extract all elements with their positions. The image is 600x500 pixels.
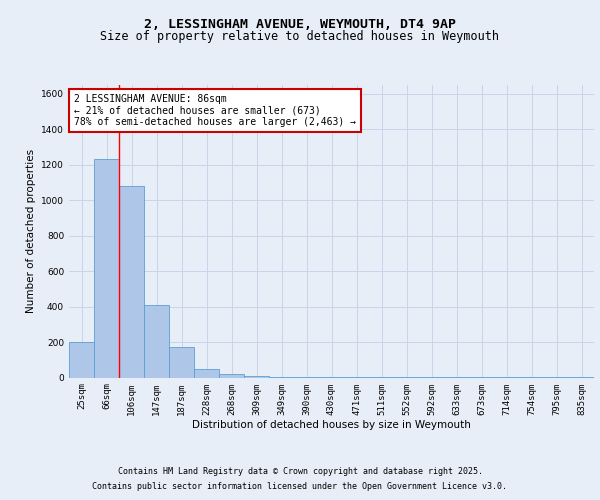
Bar: [94, 160, 119, 378]
Bar: [319, 377, 344, 378]
Text: 2, LESSINGHAM AVENUE, WEYMOUTH, DT4 9AP: 2, LESSINGHAM AVENUE, WEYMOUTH, DT4 9AP: [144, 18, 456, 30]
Text: Contains HM Land Registry data © Crown copyright and database right 2025.: Contains HM Land Registry data © Crown c…: [118, 467, 482, 476]
Text: Size of property relative to detached houses in Weymouth: Size of property relative to detached ho…: [101, 30, 499, 43]
Bar: [119, 186, 144, 378]
Text: Contains public sector information licensed under the Open Government Licence v3: Contains public sector information licen…: [92, 482, 508, 491]
Bar: [169, 348, 194, 378]
Bar: [219, 374, 244, 378]
Bar: [69, 342, 94, 378]
Text: 2 LESSINGHAM AVENUE: 86sqm
← 21% of detached houses are smaller (673)
78% of sem: 2 LESSINGHAM AVENUE: 86sqm ← 21% of deta…: [74, 94, 356, 127]
Bar: [294, 377, 319, 378]
Bar: [144, 305, 169, 378]
Bar: [194, 368, 219, 378]
Y-axis label: Number of detached properties: Number of detached properties: [26, 149, 35, 314]
Bar: [244, 376, 269, 378]
Bar: [269, 376, 294, 378]
X-axis label: Distribution of detached houses by size in Weymouth: Distribution of detached houses by size …: [192, 420, 471, 430]
